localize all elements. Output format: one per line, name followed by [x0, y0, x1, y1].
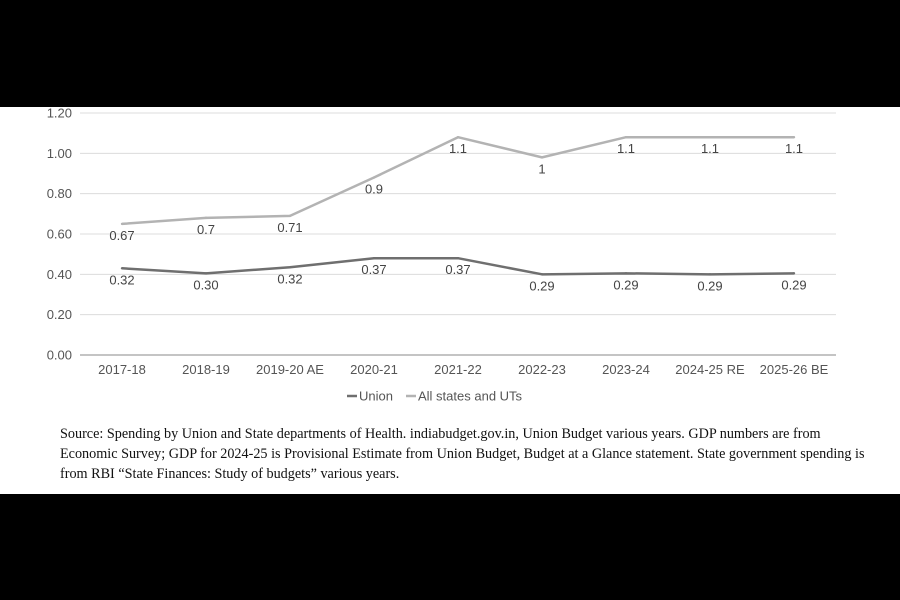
legend: Union All states and UTs	[347, 389, 523, 404]
data-point	[288, 214, 292, 218]
y-tick-label: 0.60	[47, 227, 72, 242]
data-label: 0.71	[277, 220, 302, 235]
data-point	[540, 273, 544, 276]
y-tick-label: 0.20	[47, 307, 72, 322]
data-label: 1.1	[617, 141, 635, 156]
x-tick-label: 2018-19	[182, 362, 230, 377]
data-label: 0.9	[365, 182, 383, 197]
x-tick-label: 2020-21	[350, 362, 398, 377]
source-note: Source: Spending by Union and State depa…	[60, 426, 865, 482]
data-label: 0.32	[109, 272, 134, 287]
data-point	[372, 257, 376, 260]
data-point	[792, 136, 796, 139]
data-labels: 0.32 0.30 0.32 0.37 0.37 0.29 0.29 0.29 0.29 0.67…	[109, 141, 806, 293]
data-label: 1.1	[449, 141, 467, 156]
y-axis: 0.00 0.20 0.40 0.60 0.80 1.00 1.20	[47, 107, 72, 363]
data-point	[120, 267, 124, 270]
data-point	[540, 156, 544, 159]
x-tick-label: 2021-22	[434, 362, 482, 377]
data-label: 0.37	[361, 262, 386, 277]
data-label: 0.7	[197, 222, 215, 237]
legend-label: Union	[359, 389, 393, 404]
data-point	[456, 136, 460, 139]
data-point	[708, 273, 712, 276]
y-tick-label: 1.00	[47, 146, 72, 161]
data-point	[204, 216, 208, 220]
data-point	[372, 176, 376, 179]
data-point	[792, 272, 796, 275]
data-label: 0.32	[277, 271, 302, 286]
y-tick-label: 0.40	[47, 267, 72, 282]
data-point	[288, 266, 292, 269]
data-label: 0.67	[109, 228, 134, 243]
x-tick-label: 2022-23	[518, 362, 566, 377]
chart-panel: 0.00 0.20 0.40 0.60 0.80 1.00 1.20 2017-18 2018…	[0, 107, 900, 494]
series-lines	[120, 135, 796, 276]
x-tick-label: 2017-18	[98, 362, 146, 377]
y-tick-label: 0.80	[47, 186, 72, 201]
data-point	[204, 272, 208, 275]
data-label: 0.29	[529, 278, 554, 293]
data-label: 0.29	[697, 278, 722, 293]
data-label: 0.30	[193, 277, 218, 292]
x-tick-label: 2019-20 AE	[256, 362, 324, 377]
line-chart: 0.00 0.20 0.40 0.60 0.80 1.00 1.20 2017-18 2018…	[47, 107, 836, 404]
legend-label: All states and UTs	[418, 389, 523, 404]
x-axis: 2017-18 2018-19 2019-20 AE 2020-21 2021-22 20…	[98, 362, 829, 377]
y-tick-label: 1.20	[47, 107, 72, 121]
x-tick-label: 2025-26 BE	[760, 362, 829, 377]
data-label: 0.29	[613, 277, 638, 292]
data-point	[120, 222, 124, 226]
y-tick-label: 0.00	[47, 348, 72, 363]
data-label: 0.37	[445, 262, 470, 277]
data-label: 0.29	[781, 277, 806, 292]
data-label: 1.1	[701, 141, 719, 156]
data-label: 1	[538, 161, 545, 176]
data-point	[624, 136, 628, 139]
x-tick-label: 2023-24	[602, 362, 650, 377]
x-tick-label: 2024-25 RE	[675, 362, 745, 377]
data-label: 1.1	[785, 141, 803, 156]
data-point	[624, 272, 628, 275]
data-point	[708, 136, 712, 139]
data-point	[456, 257, 460, 260]
